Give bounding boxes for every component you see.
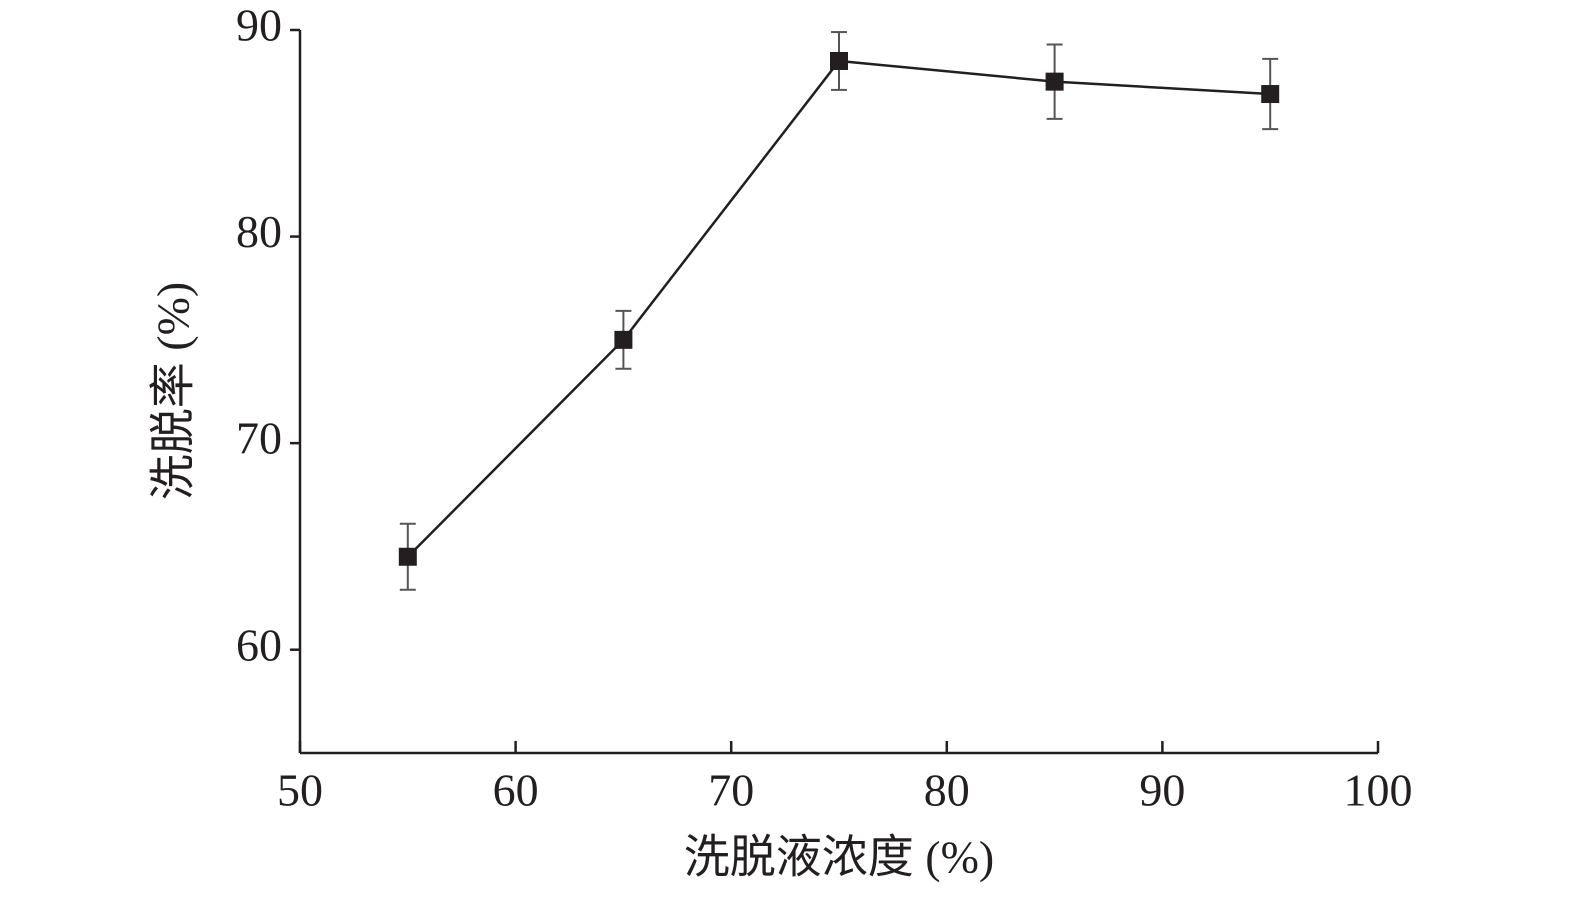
marker [1045, 72, 1064, 91]
marker [1261, 85, 1280, 104]
marker [614, 330, 633, 349]
marker [830, 51, 848, 70]
x-axis-title: 洗脱液浓度 (%) [684, 832, 994, 883]
y-tick-label: 90 [236, 0, 282, 51]
x-tick-label: 60 [493, 765, 539, 816]
marker [398, 547, 417, 566]
x-tick-label: 90 [1139, 765, 1185, 816]
x-tick-label: 100 [1344, 765, 1413, 816]
y-tick-label: 80 [236, 206, 282, 257]
y-tick-label: 60 [236, 619, 282, 670]
x-tick-label: 70 [708, 765, 754, 816]
x-tick-label: 80 [924, 765, 970, 816]
line [406, 59, 1271, 558]
x-tick-label: 50 [277, 765, 323, 816]
y-axis-title: 洗脱率 (%) [148, 282, 199, 500]
y-tick-label: 70 [236, 413, 282, 464]
